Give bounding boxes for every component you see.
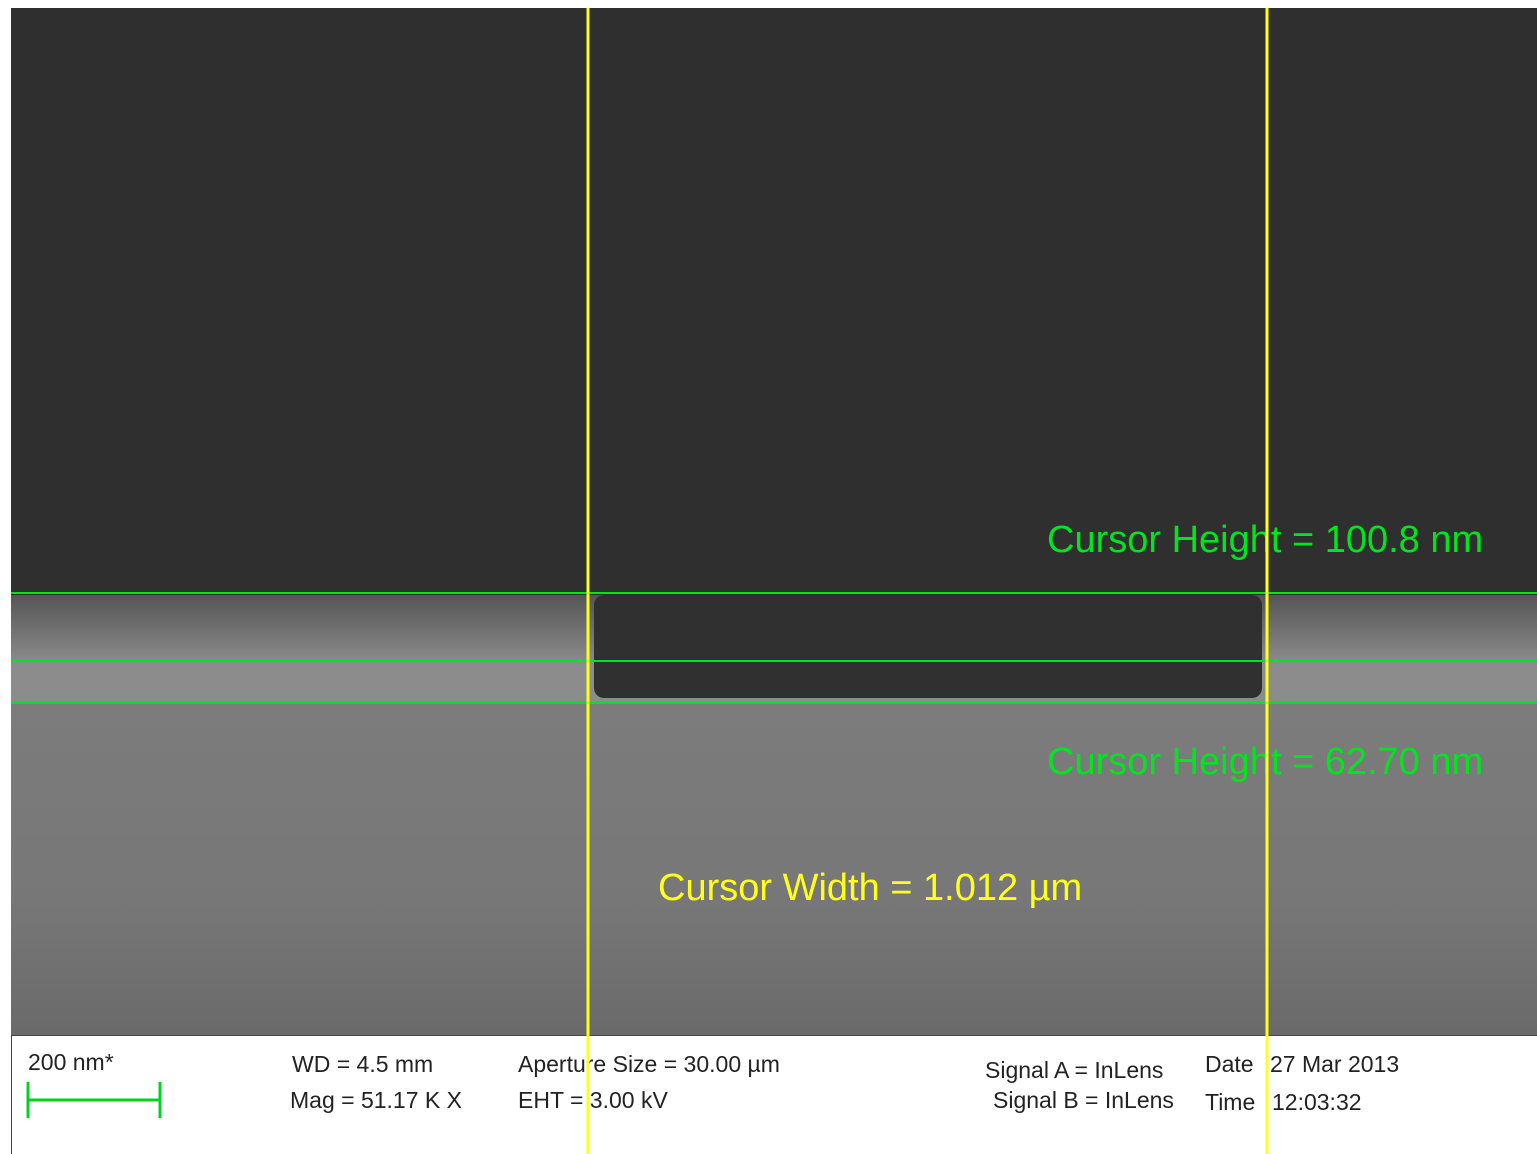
date: 27 Mar 2013 — [1270, 1051, 1399, 1077]
signal-b: Signal B = InLens — [993, 1087, 1174, 1113]
trench — [594, 595, 1262, 698]
signal-a: Signal A = InLens — [985, 1057, 1163, 1083]
date-label: Date — [1205, 1051, 1254, 1077]
measurement-label: Cursor Width = 1.012 µm — [658, 867, 1082, 909]
wd: WD = 4.5 mm — [292, 1051, 433, 1077]
mag: Mag = 51.17 K X — [290, 1087, 462, 1113]
scale-label: 200 nm* — [28, 1049, 114, 1075]
time: 12:03:32 — [1272, 1089, 1362, 1115]
measurement-label: Cursor Height = 100.8 nm — [1047, 519, 1483, 561]
time-label: Time — [1205, 1089, 1255, 1115]
aperture: Aperture Size = 30.00 µm — [518, 1051, 780, 1077]
measurement-label: Cursor Height = 62.70 nm — [1047, 741, 1483, 783]
sem-screen: Cursor Height = 100.8 nm Cursor Height = … — [0, 0, 1537, 1154]
eht: EHT = 3.00 kV — [518, 1087, 668, 1113]
